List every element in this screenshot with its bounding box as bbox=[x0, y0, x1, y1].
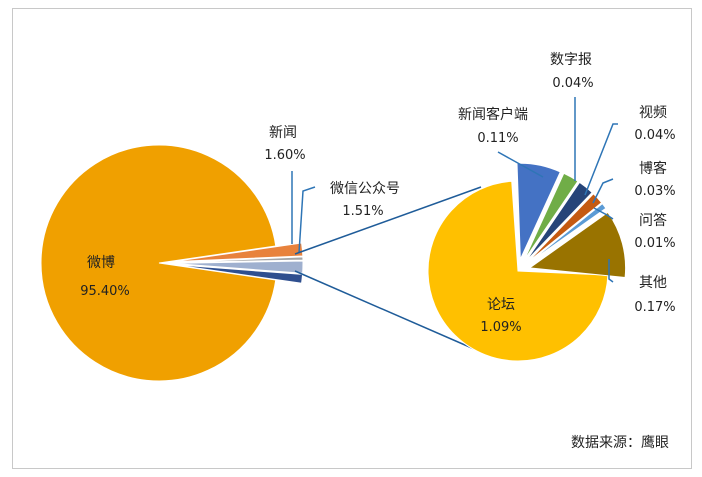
label-secondary-name-2: 数字报 bbox=[550, 52, 592, 68]
label-secondary-value-5: 0.01% bbox=[634, 236, 675, 251]
label-wechat-value: 1.51% bbox=[342, 204, 383, 219]
label-secondary-name-0: 论坛 bbox=[487, 297, 515, 313]
pie-of-pie-chart: 微博 95.40% 新闻 1.60% 微信公众号 1.51% 论坛 1.09% 新闻客户端 0.1… bbox=[40, 52, 676, 382]
label-secondary-name-1: 新闻客户端 bbox=[458, 106, 528, 123]
connector-bottom bbox=[294, 270, 482, 353]
secondary-slice-6 bbox=[528, 211, 627, 279]
secondary-slice-3 bbox=[525, 181, 593, 263]
label-news-name: 新闻 bbox=[269, 125, 297, 141]
chart-frame: 微博 95.40% 新闻 1.60% 微信公众号 1.51% 论坛 1.09% 新闻客户端 0.1… bbox=[12, 8, 692, 469]
secondary-slice-5 bbox=[527, 202, 607, 265]
label-secondary-name-4: 博客 bbox=[639, 160, 667, 177]
label-secondary-value-1: 0.11% bbox=[477, 131, 518, 146]
label-secondary-value-0: 1.09% bbox=[480, 320, 521, 335]
connector-top bbox=[294, 186, 482, 255]
label-weibo-name: 微博 bbox=[87, 254, 115, 271]
primary-slice-3 bbox=[172, 260, 304, 274]
label-secondary-value-2: 0.04% bbox=[552, 76, 593, 91]
label-secondary-value-4: 0.03% bbox=[634, 184, 675, 199]
label-secondary-value-6: 0.17% bbox=[634, 300, 675, 315]
label-secondary-value-3: 0.04% bbox=[634, 128, 675, 143]
label-weibo-value: 95.40% bbox=[80, 284, 130, 299]
secondary-slice-0 bbox=[427, 180, 609, 362]
label-secondary-name-3: 视频 bbox=[639, 105, 667, 121]
label-secondary-name-5: 问答 bbox=[639, 212, 667, 229]
leader-secondary-5 bbox=[593, 207, 614, 220]
leader-secondary-3 bbox=[584, 123, 618, 196]
primary-slice-0 bbox=[40, 144, 277, 382]
primary-slice-unlabeled-2 bbox=[172, 256, 304, 264]
secondary-slice-4 bbox=[526, 193, 603, 264]
label-wechat-name: 微信公众号 bbox=[330, 181, 400, 197]
label-secondary-name-6: 其他 bbox=[639, 275, 667, 291]
leader-secondary-4 bbox=[592, 178, 614, 204]
leader-wechat bbox=[298, 186, 316, 254]
label-news-value: 1.60% bbox=[264, 148, 305, 163]
leader-secondary-6 bbox=[608, 259, 614, 283]
primary-slice-1 bbox=[172, 242, 304, 263]
secondary-slice-2 bbox=[523, 172, 579, 261]
leader-secondary-1 bbox=[497, 151, 544, 178]
data-source-note: 数据来源：鹰眼 bbox=[571, 435, 669, 451]
